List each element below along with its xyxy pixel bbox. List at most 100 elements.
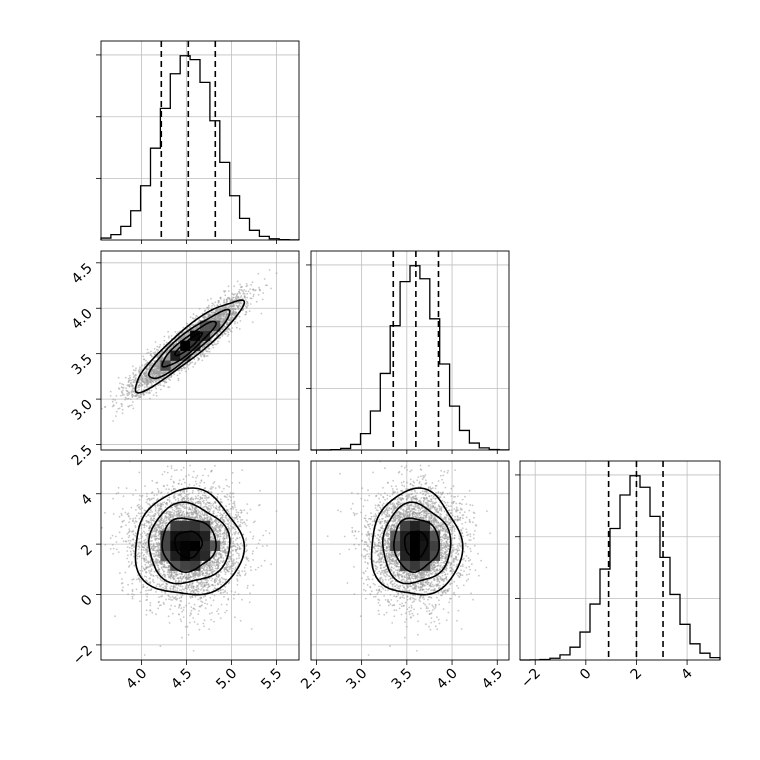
sample-point bbox=[214, 301, 217, 304]
sample-point bbox=[245, 303, 248, 305]
sample-point bbox=[168, 335, 170, 338]
sample-point bbox=[265, 284, 267, 287]
sample-point bbox=[236, 296, 239, 299]
sample-point bbox=[150, 371, 153, 374]
sample-point bbox=[152, 351, 155, 354]
sample-point bbox=[217, 304, 219, 307]
sample-point bbox=[148, 391, 151, 394]
sample-point bbox=[206, 355, 209, 357]
sample-point bbox=[109, 390, 112, 393]
sample-point bbox=[222, 313, 225, 316]
sample-point bbox=[233, 285, 236, 288]
hist-panel-2-grid bbox=[534, 461, 688, 660]
sample-point bbox=[207, 308, 210, 310]
sample-point bbox=[213, 481, 216, 483]
sample-point bbox=[215, 310, 218, 312]
sample-point bbox=[242, 308, 244, 311]
sample-point bbox=[150, 380, 153, 382]
sample-point bbox=[237, 511, 240, 514]
sample-point bbox=[143, 365, 146, 368]
sample-point bbox=[159, 645, 162, 648]
sample-point bbox=[246, 302, 249, 305]
sample-point bbox=[169, 379, 172, 381]
sample-point bbox=[173, 373, 176, 376]
sample-point bbox=[150, 364, 153, 367]
sample-point bbox=[109, 537, 112, 540]
sample-point bbox=[140, 375, 143, 377]
sample-point bbox=[226, 330, 229, 333]
sample-point bbox=[132, 373, 135, 376]
sample-point bbox=[196, 356, 199, 359]
sample-point bbox=[134, 381, 136, 384]
sample-point bbox=[154, 385, 157, 388]
sample-point bbox=[125, 387, 127, 390]
sample-point bbox=[151, 355, 153, 358]
sample-point bbox=[155, 387, 158, 390]
sample-point bbox=[119, 382, 121, 385]
sample-point bbox=[142, 393, 145, 396]
sample-point bbox=[129, 398, 132, 400]
sample-point bbox=[227, 331, 230, 334]
sample-point bbox=[112, 405, 115, 407]
sample-point bbox=[222, 308, 225, 310]
sample-point bbox=[222, 301, 225, 304]
sample-point bbox=[149, 354, 152, 356]
sample-point bbox=[223, 298, 226, 301]
sample-point bbox=[158, 374, 161, 377]
sample-point bbox=[153, 366, 156, 369]
sample-point bbox=[226, 300, 228, 302]
sample-point bbox=[184, 370, 187, 373]
sample-point bbox=[245, 310, 248, 313]
sample-point bbox=[252, 288, 255, 291]
sample-point bbox=[143, 380, 146, 383]
sample-point bbox=[225, 609, 228, 612]
sample-point bbox=[224, 573, 227, 575]
sample-point bbox=[131, 401, 134, 403]
sample-point bbox=[219, 498, 222, 501]
sample-point bbox=[217, 342, 219, 345]
sample-point bbox=[218, 337, 221, 340]
sample-point bbox=[174, 364, 177, 367]
sample-point bbox=[234, 314, 237, 317]
sample-point bbox=[115, 410, 118, 413]
sample-point bbox=[143, 654, 146, 656]
sample-point bbox=[140, 389, 143, 392]
sample-point bbox=[145, 391, 148, 394]
sample-point bbox=[229, 305, 232, 308]
sample-point bbox=[147, 381, 150, 384]
sample-point bbox=[163, 343, 165, 346]
sample-point bbox=[207, 347, 210, 350]
sample-point bbox=[165, 351, 168, 354]
sample-point bbox=[191, 317, 194, 320]
sample-point bbox=[157, 384, 160, 386]
hist-panel-2-hgrid bbox=[520, 474, 720, 599]
sample-point bbox=[222, 311, 225, 314]
sample-point bbox=[138, 370, 141, 373]
sample-point bbox=[115, 401, 118, 404]
sample-point bbox=[206, 299, 209, 301]
sample-point bbox=[135, 588, 138, 591]
sample-point bbox=[258, 288, 261, 291]
sample-point bbox=[146, 348, 149, 351]
sample-point bbox=[131, 384, 134, 387]
sample-point bbox=[182, 326, 185, 329]
sample-point bbox=[164, 370, 167, 373]
sample-point bbox=[212, 317, 215, 319]
sample-point bbox=[168, 359, 170, 361]
sample-point bbox=[144, 363, 146, 366]
sample-point bbox=[154, 562, 157, 565]
sample-point bbox=[124, 398, 127, 401]
sample-point bbox=[198, 307, 201, 310]
sample-point bbox=[132, 390, 135, 393]
sample-point bbox=[151, 515, 154, 517]
sample-point bbox=[131, 590, 134, 593]
sample-point bbox=[249, 303, 252, 305]
sample-point bbox=[236, 321, 239, 324]
sample-point bbox=[244, 299, 247, 301]
sample-point bbox=[131, 393, 134, 396]
sample-point bbox=[163, 385, 166, 387]
sample-point bbox=[127, 381, 130, 383]
sample-point bbox=[204, 309, 207, 311]
sample-point bbox=[178, 368, 181, 371]
sample-point bbox=[138, 394, 141, 397]
